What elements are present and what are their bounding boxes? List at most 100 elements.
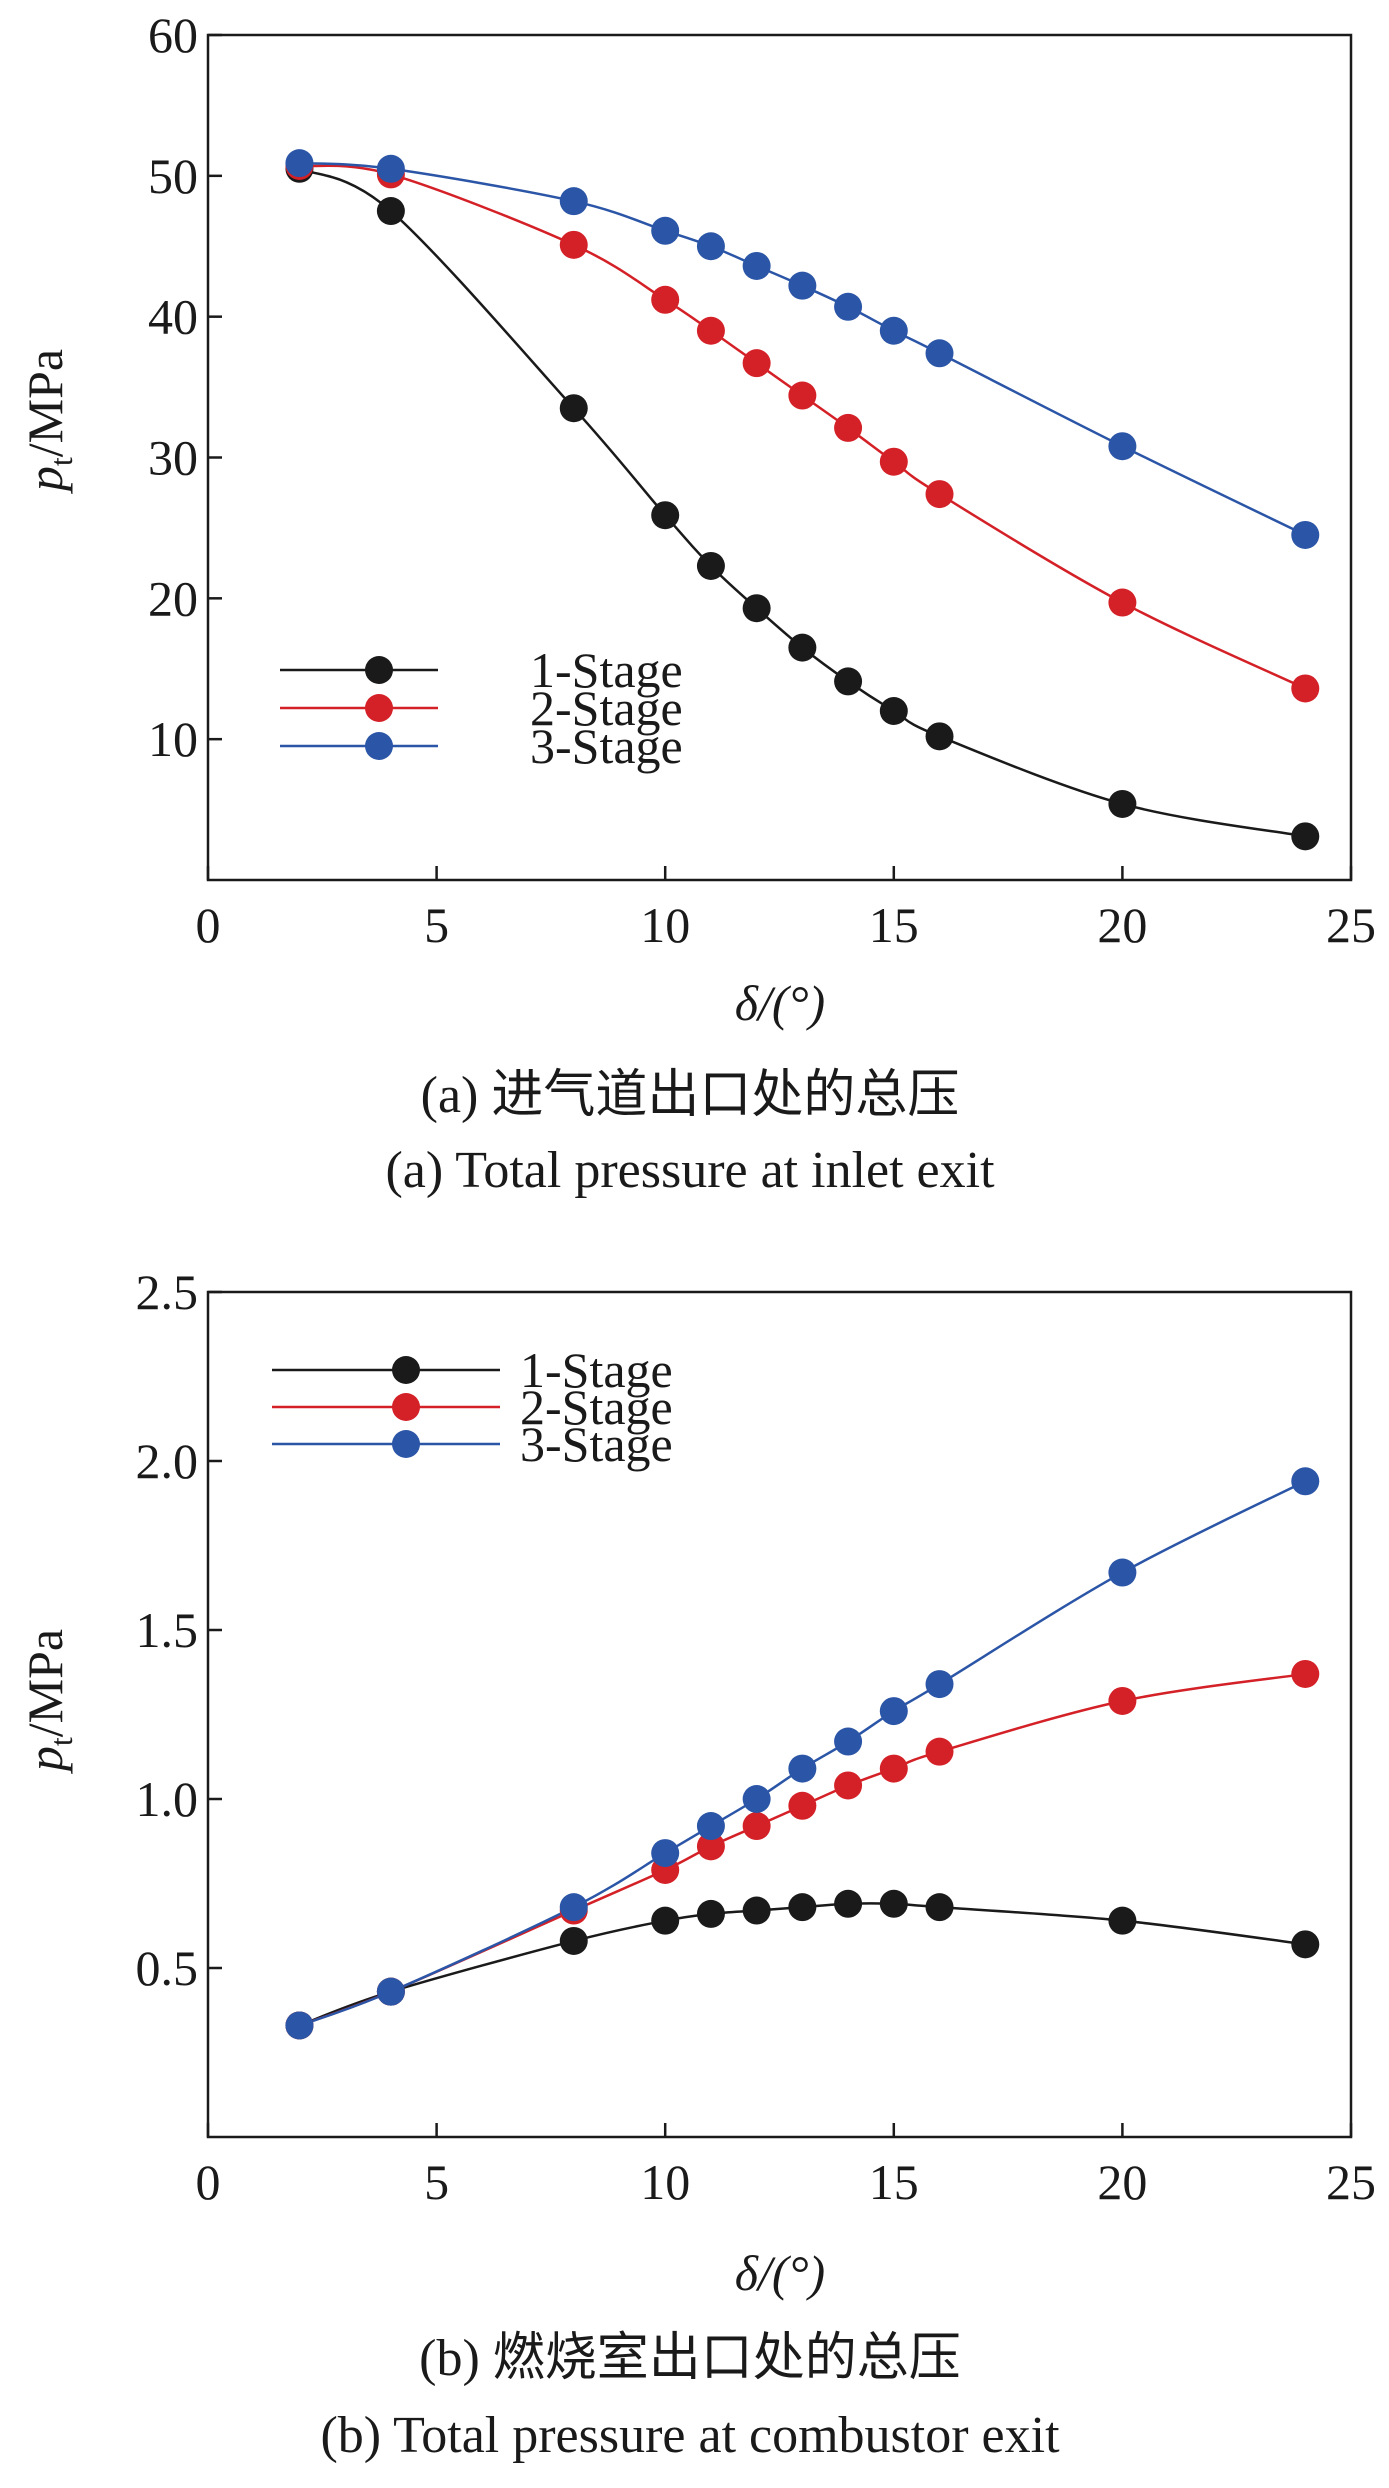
caption-en-a: (a) Total pressure at inlet exit [385,1142,995,1199]
series-line [299,161,1306,537]
data-point [788,271,817,300]
x-tick-label: 15 [869,2154,919,2210]
data-point [559,1893,588,1922]
data-point [879,1754,908,1783]
data-point [879,447,908,476]
data-point [696,1812,725,1841]
y-tick-label: 1.5 [136,1602,199,1658]
x-tick-label: 25 [1326,2154,1376,2210]
y-tick-label: 40 [148,289,198,345]
data-point [925,480,954,509]
caption-en-b: (b) Total pressure at combustor exit [320,2407,1060,2464]
series-lines-a [298,161,1306,838]
data-point [879,697,908,725]
legend-marker [392,1393,420,1421]
data-point [696,1899,725,1928]
data-point [651,285,680,314]
y-tick-label: 20 [148,570,198,626]
caption-cn-a: (a) 进气道出口处的总压 [421,1067,960,1124]
data-point [925,339,954,368]
data-point [285,149,314,178]
legend-marker [392,1356,420,1384]
legend-label: 1-Stage [530,642,683,698]
x-tick-label: 15 [869,897,919,953]
series-line [299,1480,1306,2027]
data-point [925,722,954,751]
data-point [696,316,725,345]
data-point [696,551,725,580]
y-tick-label: 50 [148,148,198,204]
x-tick-label: 25 [1326,897,1376,953]
data-point [742,1785,771,1813]
x-tick-label: 0 [196,2154,221,2210]
data-point [742,594,771,623]
data-point [742,1812,771,1841]
data-point [1291,1659,1320,1688]
data-point [1291,1467,1320,1496]
data-point [559,230,588,259]
data-point [376,197,405,226]
ticks-b: 0 5 10 15 20 25 0.5 1.0 1.5 2.0 2.5 [136,1264,1377,2210]
y-tick-label: 30 [148,430,198,486]
y-tick-label: 1.0 [136,1771,199,1827]
x-tick-label: 20 [1097,897,1147,953]
data-point [559,1926,588,1955]
chart-b: 0 5 10 15 20 25 0.5 1.0 1.5 2.0 2.5 1-Stage2-Stage… [17,1264,1376,2464]
data-point [1108,1906,1137,1935]
legend-label: 3-Stage [530,718,683,774]
ticks-a: 0 5 10 15 20 25 10 20 30 40 50 60 [148,7,1376,953]
data-point [788,381,817,410]
data-point [788,633,817,662]
data-point [376,154,405,183]
data-point [1291,822,1320,851]
data-point [1108,432,1137,461]
data-point [559,187,588,216]
data-point [285,2011,314,2040]
data-point [696,1832,725,1861]
data-point [788,1754,817,1783]
data-point [376,1977,405,2006]
data-point [834,1889,863,1918]
data-point [1108,1558,1137,1587]
x-tick-label: 20 [1097,2154,1147,2210]
series-line [299,164,1306,690]
y-tick-label: 60 [148,7,198,63]
series-lines-b [299,1480,1306,2027]
data-point [742,349,771,378]
data-point [651,1906,680,1935]
y-tick-label: 10 [148,711,198,767]
data-point [1291,1930,1320,1959]
data-point [925,1670,954,1699]
y-tick-label: 2.5 [136,1264,199,1320]
x-tick-label: 5 [424,897,449,953]
legend-marker [365,732,393,760]
legend-marker [392,1430,420,1458]
data-point [834,413,863,442]
data-point [1291,520,1320,549]
data-point [879,1889,908,1918]
chart-a: 0 5 10 15 20 25 10 20 30 40 50 60 1-Stage2-Stage3-S… [17,7,1376,1199]
series-points-a [285,149,1320,851]
x-tick-label: 0 [196,897,221,953]
data-point [742,1896,771,1925]
y-tick-label: 0.5 [136,1940,199,1996]
series-line [298,167,1306,838]
series-points-b [285,1467,1320,2040]
series-line [299,1902,1306,2027]
legend-label: 3-Stage [520,1416,673,1472]
x-tick-label: 10 [640,897,690,953]
data-point [834,1727,863,1756]
y-axis-label-b: pt/MPa [17,1629,79,1774]
data-point [651,501,680,530]
data-point [651,216,680,245]
data-point [696,232,725,261]
plot-frame-b [206,1290,1353,2139]
legend-marker [365,656,393,684]
data-point [834,1771,863,1800]
x-tick-label: 10 [640,2154,690,2210]
y-axis-label-a: pt/MPa [17,349,79,494]
data-point [742,251,771,280]
